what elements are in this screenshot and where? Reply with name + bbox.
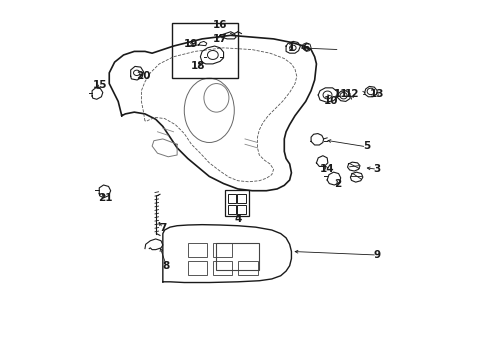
Text: 10: 10 [323,96,338,107]
Text: 16: 16 [213,19,227,30]
Bar [213,261,232,275]
Text: 2: 2 [334,179,342,189]
Bar [213,243,232,257]
Text: 19: 19 [184,39,198,49]
Text: 1: 1 [288,43,295,53]
Text: 18: 18 [191,61,206,71]
Text: 6: 6 [302,43,309,53]
Text: 5: 5 [363,141,370,151]
Bar [228,205,236,214]
Bar [188,243,207,257]
Bar [238,261,258,275]
Bar [228,194,236,203]
Text: 17: 17 [213,34,227,44]
Text: 3: 3 [373,164,381,174]
Text: 12: 12 [345,89,360,99]
Text: 21: 21 [98,193,112,203]
Text: 7: 7 [159,223,167,233]
Text: 15: 15 [93,80,108,90]
Bar [225,190,248,216]
Bar [188,261,207,275]
Text: 13: 13 [370,89,385,99]
Text: 20: 20 [136,71,150,81]
Bar [237,205,246,214]
Bar [172,23,238,78]
Text: 11: 11 [334,89,349,99]
Text: 14: 14 [320,164,335,174]
Text: 8: 8 [163,261,170,271]
Bar [237,194,246,203]
Text: 4: 4 [234,214,242,224]
Text: 9: 9 [373,250,381,260]
Bar [217,243,259,270]
